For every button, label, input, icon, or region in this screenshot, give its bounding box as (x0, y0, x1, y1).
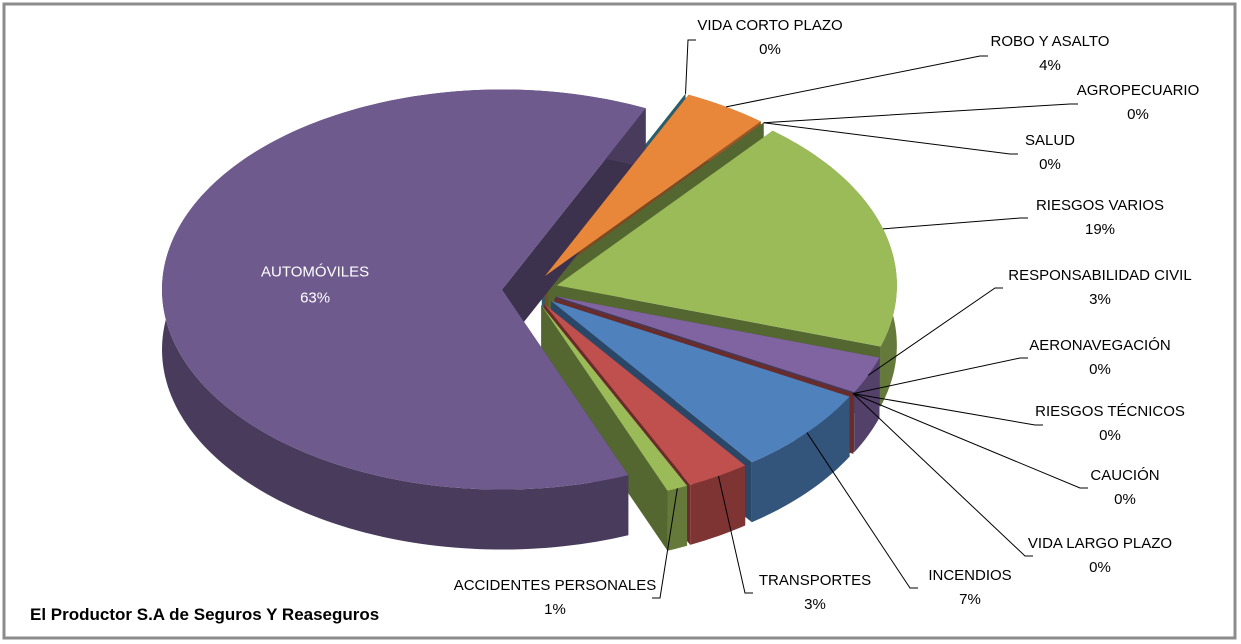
slice-label: INCENDIOS (928, 567, 1011, 584)
slice-side (541, 305, 668, 551)
leader-line (763, 122, 1018, 155)
slice-label: SALUD (1025, 132, 1075, 149)
value-label: 3% (804, 596, 826, 613)
slice (541, 305, 688, 491)
slice-side (690, 465, 746, 545)
value-label: 19% (1085, 221, 1115, 238)
value-label: 0% (1114, 491, 1136, 508)
value-label: 1% (544, 601, 566, 618)
slice-label: AERONAVEGACIÓN (1029, 337, 1170, 354)
value-label: 0% (759, 41, 781, 58)
slice-label: AUTOMÓVILES (261, 263, 369, 280)
leader-line (763, 103, 1078, 124)
chart-subtitle: El Productor S.A de Seguros Y Reaseguros (30, 605, 379, 624)
value-label: 0% (1039, 156, 1061, 173)
slice (544, 304, 746, 485)
slice (555, 296, 880, 393)
value-label: 4% (1039, 57, 1061, 74)
leader-line (806, 432, 918, 589)
leader-line (852, 393, 1033, 557)
slice-label: RIESGOS TÉCNICOS (1035, 403, 1185, 420)
leader-line (852, 393, 1088, 489)
value-label: 0% (1099, 427, 1121, 444)
leader-line (882, 217, 1028, 230)
slice (541, 93, 686, 276)
value-label: 0% (1089, 361, 1111, 378)
slice-label: ROBO Y ASALTO (991, 33, 1110, 50)
slice (162, 89, 646, 490)
value-label: 0% (1127, 106, 1149, 123)
slice-label: ACCIDENTES PERSONALES (454, 577, 657, 594)
slice (551, 300, 850, 463)
slice-label: RIESGOS VARIOS (1036, 197, 1164, 214)
slice-label: TRANSPORTES (759, 572, 871, 589)
slice-label: VIDA CORTO PLAZO (697, 17, 842, 34)
leader-line (726, 55, 988, 108)
value-label: 3% (1089, 291, 1111, 308)
slice-side (854, 357, 880, 453)
value-label: 0% (1089, 559, 1111, 576)
slice-label: AGROPECUARIO (1077, 82, 1200, 99)
slice (544, 94, 761, 277)
leader-line (717, 475, 753, 594)
value-label: 63% (300, 289, 330, 306)
slice-side (667, 485, 688, 551)
value-label: 7% (959, 591, 981, 608)
leader-line (852, 357, 1028, 395)
slice (556, 130, 897, 347)
leader-line (853, 393, 1043, 426)
slice-label: VIDA LARGO PLAZO (1028, 535, 1172, 552)
slice-label: CAUCIÓN (1090, 467, 1159, 484)
slice-side (502, 108, 646, 350)
leader-line (685, 39, 696, 94)
slice-side (751, 396, 850, 523)
leader-line (652, 488, 678, 599)
slice-label: RESPONSABILIDAD CIVIL (1008, 267, 1191, 284)
leader-line (867, 287, 1003, 376)
